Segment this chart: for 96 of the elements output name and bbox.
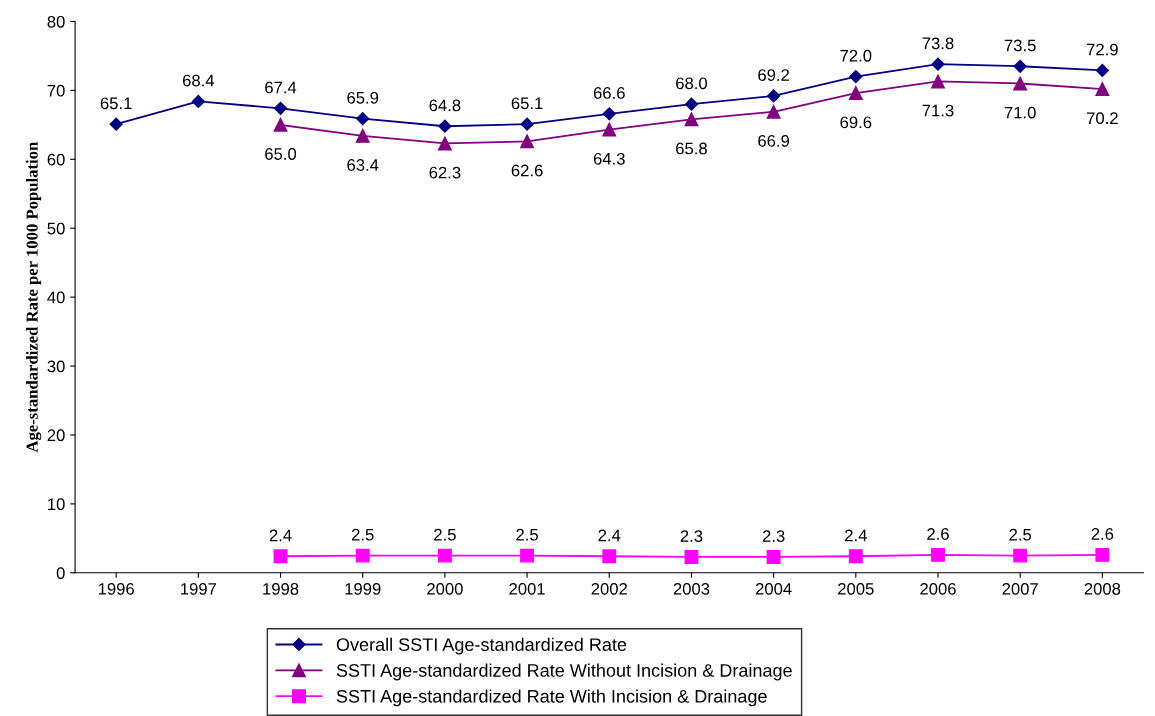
point: [684, 97, 699, 111]
point: [848, 549, 863, 564]
data-label: 68.4: [182, 74, 215, 87]
point: [437, 548, 452, 563]
data-label: 2.3: [762, 530, 785, 542]
point: [766, 550, 781, 564]
x-tick-label: 2005: [838, 582, 874, 595]
data-label: 68.0: [676, 77, 708, 90]
data-label: 2.5: [1009, 528, 1032, 541]
data-label: 66.9: [758, 134, 790, 147]
y-axis-title: Age-standardized Rate per 1000 Population: [26, 141, 42, 453]
x-tick-label: 2002: [591, 582, 627, 595]
data-label: 69.2: [758, 69, 790, 81]
data-label: 2.4: [598, 529, 621, 542]
data-label: 72.0: [840, 49, 872, 62]
x-tick-label: 1999: [345, 582, 381, 595]
point: [602, 549, 617, 564]
point: [767, 89, 781, 103]
data-label: 2.5: [351, 528, 374, 541]
data-label: 2.4: [845, 529, 867, 542]
data-label: 66.6: [593, 87, 625, 99]
x-tick-label: 1998: [263, 582, 299, 595]
y-tick-label: 40: [47, 291, 65, 304]
x-tick-label: 2004: [755, 582, 792, 595]
x-tick-label: 2006: [920, 582, 956, 595]
point: [109, 117, 123, 131]
data-label: 71.3: [922, 104, 954, 117]
data-label: 71.0: [1004, 106, 1036, 119]
x-tick-label: 1996: [98, 582, 134, 595]
point: [684, 550, 699, 564]
point: [520, 548, 535, 563]
data-label: 67.4: [265, 81, 297, 94]
point: [684, 112, 699, 127]
legend-label: SSTI Age-standardized Rate With Incision & Drainage: [336, 689, 767, 707]
point: [356, 112, 370, 126]
data-label: 62.6: [511, 164, 543, 177]
y-tick-label: 0: [56, 567, 65, 579]
y-tick-label: 20: [47, 429, 65, 442]
data-label: 73.5: [1004, 39, 1036, 52]
data-label: 62.3: [429, 166, 461, 179]
data-label: 64.3: [593, 152, 625, 165]
point: [848, 86, 863, 101]
data-label: 65.9: [347, 91, 379, 104]
data-label: 2.4: [269, 529, 292, 542]
data-label: 2.5: [434, 528, 456, 541]
point: [273, 101, 288, 115]
point: [1013, 59, 1027, 73]
point: [766, 104, 781, 119]
point: [273, 117, 288, 132]
data-label: 65.1: [511, 97, 543, 110]
point: [437, 136, 452, 151]
point: [931, 57, 945, 71]
point: [1095, 82, 1110, 96]
data-label: 70.2: [1087, 112, 1118, 125]
x-tick-label: 2003: [673, 582, 710, 595]
point: [520, 117, 534, 131]
data-label: 72.9: [1087, 43, 1118, 56]
point: [1013, 76, 1028, 91]
y-tick-label: 70: [47, 84, 65, 97]
point: [273, 549, 288, 564]
point: [849, 70, 863, 84]
legend-label: Overall SSTI Age-standardized Rate: [336, 637, 627, 655]
data-label: 65.0: [265, 148, 297, 160]
point: [602, 122, 617, 137]
y-tick-label: 10: [48, 498, 65, 511]
y-tick-label: 50: [47, 222, 65, 235]
x-tick-label: 2001: [509, 582, 545, 595]
point: [355, 128, 370, 143]
point: [1013, 548, 1028, 563]
data-label: 65.8: [676, 142, 707, 155]
point: [191, 94, 205, 109]
point: [602, 107, 616, 121]
data-label: 2.5: [516, 528, 538, 541]
x-tick-label: 2007: [1002, 582, 1038, 595]
data-label: 73.8: [922, 37, 954, 50]
y-tick-label: 80: [47, 15, 65, 28]
point: [931, 547, 945, 562]
legend-label: SSTI Age-standardized Rate Without Incision & Drainage: [336, 663, 792, 681]
point: [355, 548, 370, 563]
point: [1095, 63, 1109, 77]
x-tick-label: 1997: [181, 582, 217, 595]
y-tick-label: 30: [47, 360, 65, 373]
x-tick-label: 2008: [1084, 582, 1121, 595]
data-label: 2.6: [1091, 528, 1114, 540]
point: [1095, 547, 1110, 562]
data-label: 64.8: [429, 99, 461, 112]
point: [931, 74, 945, 89]
x-tick-label: 2000: [427, 582, 463, 595]
data-label: 63.4: [347, 159, 379, 171]
data-label: 69.6: [840, 116, 872, 129]
y-tick-label: 60: [47, 153, 65, 166]
data-label: 2.3: [680, 530, 703, 542]
point: [438, 119, 452, 133]
point: [520, 134, 535, 149]
data-label: 65.1: [100, 97, 132, 110]
data-label: 2.6: [927, 528, 949, 540]
